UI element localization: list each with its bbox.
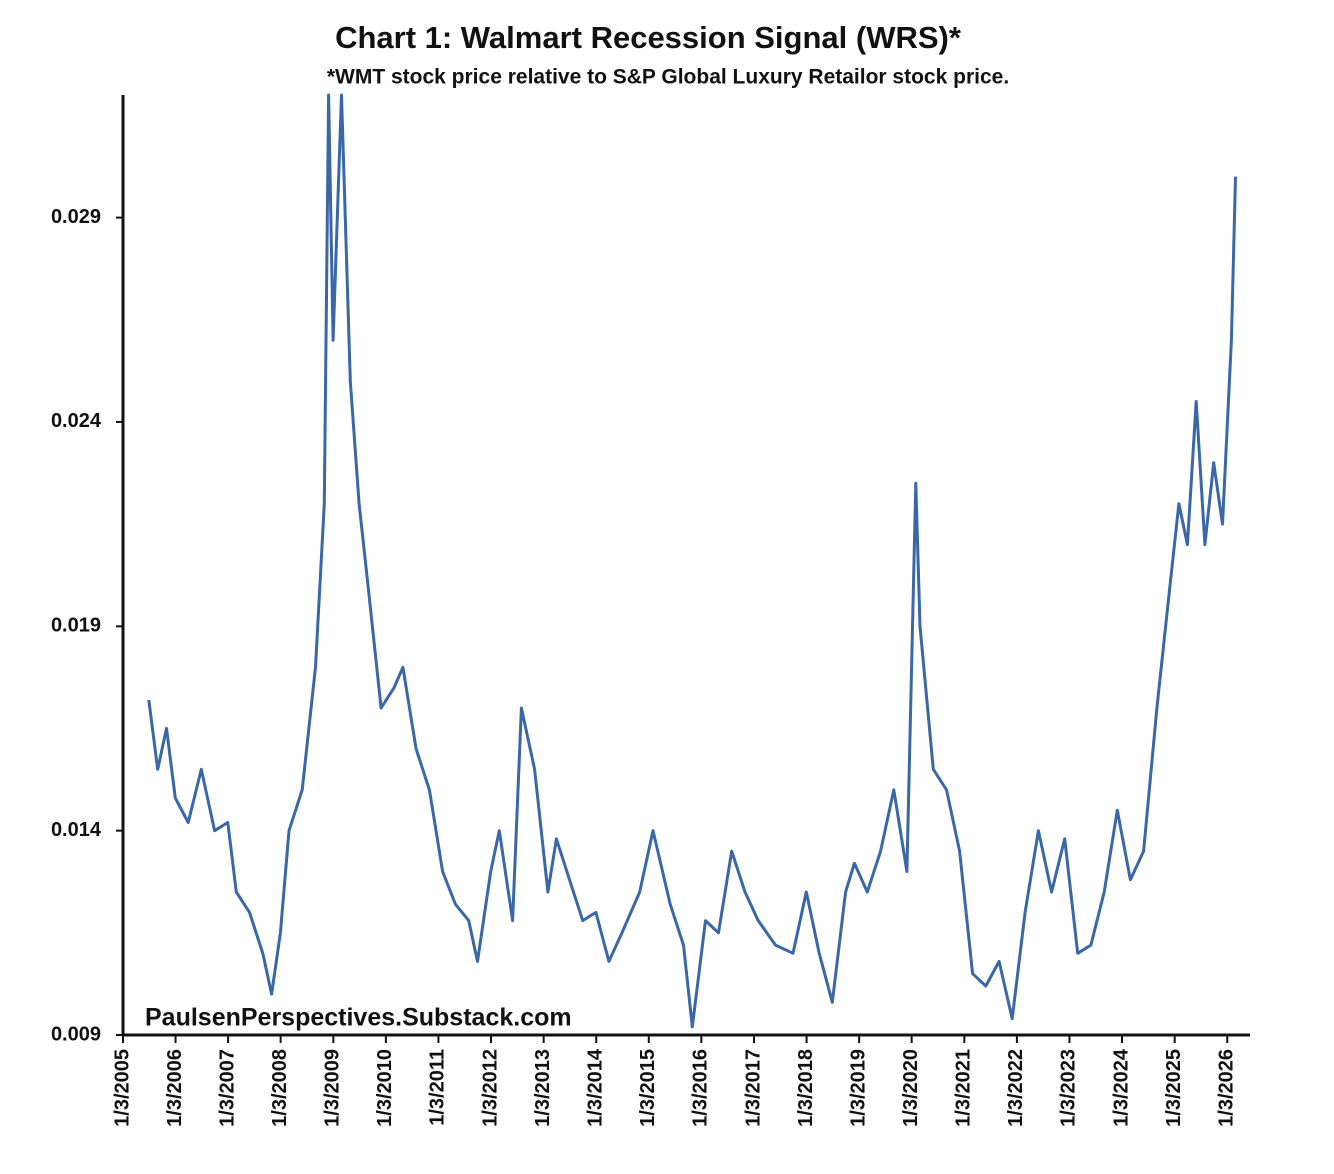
x-tick-label: 1/3/2022	[1005, 1049, 1027, 1127]
chart-title: Chart 1: Walmart Recession Signal (WRS)*	[335, 20, 962, 55]
chart-subtitle: *WMT stock price relative to S&P Global …	[327, 66, 1009, 89]
y-tick-label: 0.029	[51, 206, 101, 228]
y-tick-label: 0.019	[51, 615, 101, 637]
x-tick-label: 1/3/2011	[427, 1049, 449, 1126]
x-tick-label: 1/3/2023	[1058, 1049, 1080, 1127]
y-tick-label: 0.014	[51, 819, 102, 841]
x-tick-label: 1/3/2016	[690, 1049, 712, 1127]
x-tick-label: 1/3/2010	[374, 1049, 396, 1127]
x-tick-label: 1/3/2006	[164, 1049, 186, 1127]
watermark: PaulsenPerspectives.Substack.com	[145, 1004, 572, 1032]
x-tick-label: 1/3/2026	[1216, 1049, 1238, 1127]
x-tick-label: 1/3/2024	[1110, 1048, 1132, 1127]
x-tick-label: 1/3/2017	[742, 1049, 764, 1127]
x-tick-label: 1/3/2007	[216, 1049, 238, 1127]
x-tick-label: 1/3/2009	[322, 1049, 344, 1127]
x-tick-label: 1/3/2014	[585, 1048, 607, 1127]
x-tick-label: 1/3/2020	[900, 1049, 922, 1127]
x-tick-label: 1/3/2013	[532, 1049, 554, 1127]
y-tick-label: 0.009	[51, 1023, 101, 1045]
x-tick-label: 1/3/2005	[111, 1049, 133, 1127]
x-tick-label: 1/3/2012	[479, 1049, 501, 1127]
x-tick-label: 1/3/2018	[795, 1049, 817, 1127]
x-tick-label: 1/3/2021	[953, 1049, 975, 1127]
x-tick-label: 1/3/2019	[847, 1049, 869, 1127]
x-tick-label: 1/3/2015	[637, 1049, 659, 1127]
y-tick-label: 0.024	[51, 410, 102, 432]
x-tick-label: 1/3/2025	[1163, 1049, 1185, 1127]
x-tick-label: 1/3/2008	[269, 1049, 291, 1127]
series-line	[147, 93, 1237, 1029]
